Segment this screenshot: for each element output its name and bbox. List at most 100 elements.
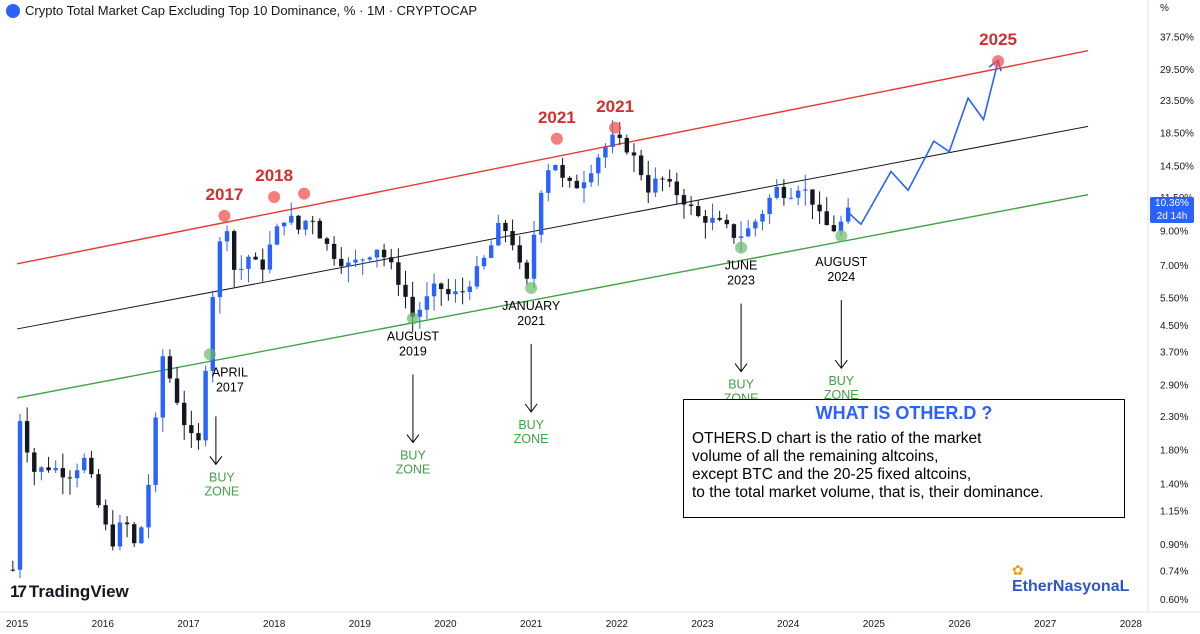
candle-body [124,522,130,525]
annotations: 20172018202120212025APRIL2017BUYZONEAUGU… [205,30,1017,498]
y-tick-label: 9.00% [1160,227,1188,238]
candle-body [446,289,451,295]
candle-body [610,134,615,147]
candle-body [367,257,373,260]
bottom-date-label: AUGUST [815,255,867,269]
tradingview-logo-text: TradingView [28,582,129,601]
candle-body [96,474,101,506]
candle-body [660,178,665,180]
y-tick-label: 0.90% [1160,540,1188,551]
buy-arrow-head [209,456,223,466]
candle-body [110,524,116,547]
x-tick-label: 2020 [434,619,457,630]
buy-arrow-head [834,359,848,370]
chart-title-bar: Crypto Total Market Cap Excluding Top 10… [6,3,477,18]
y-tick-label: 37.50% [1160,32,1194,43]
x-tick-label: 2021 [520,619,543,630]
candle-body [60,468,66,478]
candle-body [467,286,472,292]
candle-body [803,189,808,191]
current-price-value: 10.36% [1155,198,1189,209]
candle-body [538,192,544,235]
buy-zone-label: BUY [518,418,544,432]
candle-body [439,283,444,290]
candle-body [10,569,16,571]
y-tick-label: 2.90% [1160,381,1188,392]
pivot-markers [203,55,1005,361]
candle-body [339,258,344,267]
candle-body [631,152,637,156]
top-year-label: 2021 [538,108,576,127]
candle-body [117,522,123,547]
candle-body [731,224,737,238]
y-tick-label: 0.74% [1160,566,1188,577]
candle-body [231,231,237,270]
candle-body [710,217,715,223]
bottom-date-label: 2019 [399,345,427,359]
candle-body [646,175,651,193]
candle-body [653,178,658,193]
candle-body [524,262,530,279]
candle-body [581,182,587,189]
info-box-title: WHAT IS OTHER.D ? [815,403,993,423]
candle-body [146,484,151,528]
candle-body [296,215,301,230]
candle-body [167,356,173,379]
buy-zone-label: ZONE [205,484,240,498]
candle-body [289,215,294,223]
top-marker [550,132,563,145]
candle-body [39,467,44,472]
bottom-date-label: 2021 [517,314,545,328]
candle-body [481,257,487,267]
candle-body [503,222,508,232]
bottom-marker [735,241,748,254]
candle-body [596,157,601,174]
candle-body [681,195,687,205]
y-tick-label: 1.40% [1160,480,1188,491]
bird-icon: ✿ [1012,562,1024,578]
bottom-date-label: JANUARY [502,299,561,313]
candle-body [517,245,522,263]
info-box: WHAT IS OTHER.D ? OTHERS.D chart is the … [683,399,1125,518]
y-axis: 37.50%29.50%23.50%18.50%14.50%11.50%9.00… [1160,32,1194,606]
candle-body [381,249,387,258]
x-tick-label: 2017 [177,619,200,630]
candle-body [845,207,851,222]
candle-body [817,204,822,212]
bottom-date-label: 2024 [827,270,855,284]
tradingview-logo[interactable]: 17 TradingView [10,582,129,602]
buy-zone-label: BUY [828,374,854,388]
candle-body [767,197,772,215]
candles [10,119,851,579]
bottom-date-label: JUNE [725,259,758,273]
candle-body [795,190,801,198]
buy-zone-label: ZONE [396,463,431,477]
x-tick-label: 2027 [1034,619,1057,630]
candle-body [224,231,230,242]
candle-body [510,231,515,246]
y-tick-label: 23.50% [1160,96,1194,107]
candle-body [603,146,608,158]
candle-body [696,206,701,217]
candle-body [396,262,401,285]
x-tick-label: 2025 [863,619,886,630]
candle-body [317,220,323,239]
candle-body [132,524,137,544]
candle-body [46,467,51,471]
candle-body [281,222,287,227]
candle-body [82,457,87,471]
x-axis: 2015 2016 2017 2018 2019 2020 2021 2022 2023 2024… [6,619,1142,630]
candle-body [274,226,280,245]
x-tick-label: 2019 [349,619,372,630]
x-tick-label: 2018 [263,619,286,630]
candle-body [196,433,201,441]
candle-body [453,291,458,295]
x-tick-label: 2028 [1120,619,1143,630]
candle-body [546,170,551,193]
bottom-marker [203,348,216,361]
tradingview-logo-icon: 17 [10,582,27,601]
top-year-label: 2025 [979,30,1017,49]
top-year-label: 2017 [206,185,244,204]
author-signature: EtherNasyonaL [1012,578,1130,595]
candle-body [374,249,380,258]
